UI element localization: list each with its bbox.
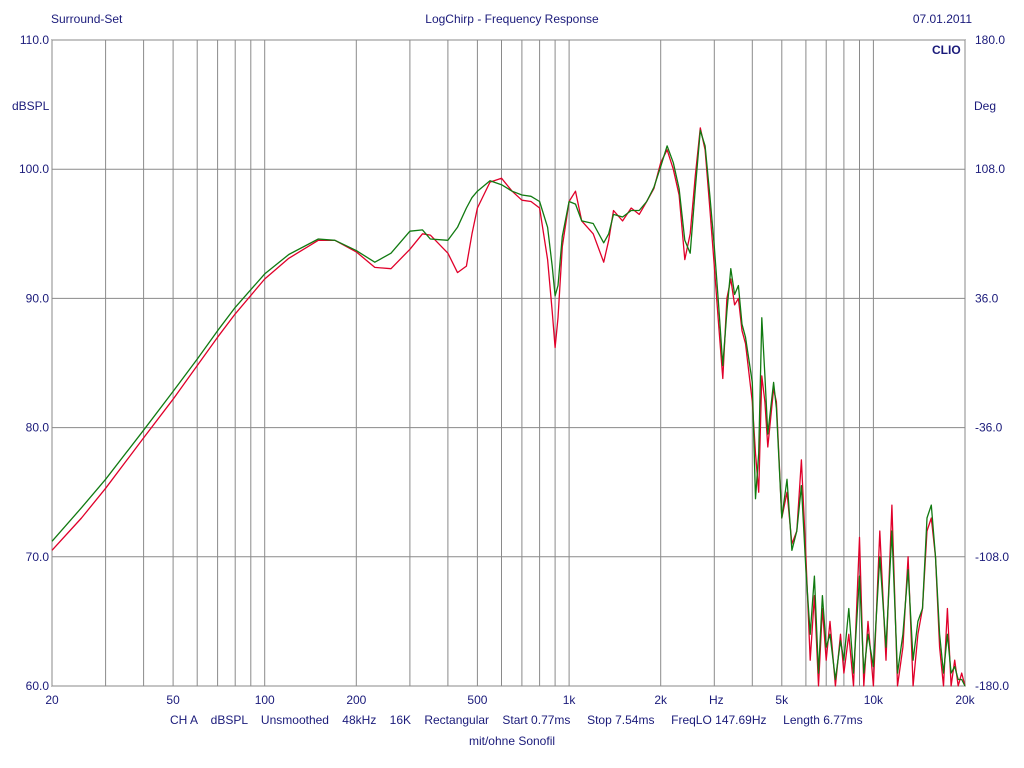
y2-tick-label: -180.0 (975, 679, 1009, 693)
y2-tick-label: 36.0 (975, 291, 999, 305)
x-tick-label: 2k (654, 693, 668, 707)
plot-area (51, 39, 966, 687)
trace-green-line (51, 129, 966, 687)
y2-tick-label: 180.0 (975, 33, 1005, 47)
y-tick-label: 90.0 (26, 291, 50, 305)
measurement-settings: CH A dBSPL Unsmoothed 48kHz 16K Rectangu… (170, 713, 863, 727)
y2-tick-label: -36.0 (975, 421, 1003, 435)
x-tick-label: 200 (346, 693, 366, 707)
y-axis-labels: 60.0 70.0 80.0 90.0 100.0 110.0 (19, 33, 49, 693)
x-tick-label: 20 (45, 693, 59, 707)
clio-brand-label: CLIO (932, 43, 961, 57)
x-tick-label: 10k (864, 693, 884, 707)
header-left-title: Surround-Set (51, 12, 123, 26)
x-tick-label: 100 (255, 693, 275, 707)
x-axis-unit-label: Hz (709, 693, 724, 707)
y2-tick-label: 108.0 (975, 162, 1005, 176)
header-date: 07.01.2011 (912, 12, 972, 26)
y-tick-label: 100.0 (19, 162, 49, 176)
grid (51, 39, 966, 687)
y-tick-label: 60.0 (26, 679, 50, 693)
chart-title: LogChirp - Frequency Response (425, 12, 599, 26)
x-tick-label: 50 (166, 693, 180, 707)
x-axis-labels: 20 50 100 200 500 1k 2k 5k 10k 20k (45, 693, 975, 707)
x-tick-label: 500 (467, 693, 487, 707)
y-tick-label: 110.0 (20, 33, 49, 47)
y2-axis-unit-label: Deg (974, 99, 996, 113)
y-axis-unit-label: dBSPL (12, 99, 50, 113)
x-tick-label: 5k (775, 693, 789, 707)
y2-tick-label: -108.0 (975, 550, 1009, 564)
trace-red-line (51, 127, 966, 687)
footer-caption: mit/ohne Sonofil (468, 734, 556, 748)
y-tick-label: 80.0 (26, 421, 50, 435)
traces (51, 127, 966, 687)
y2-axis-labels: -180.0 -108.0 -36.0 36.0 108.0 180.0 (975, 33, 1009, 693)
x-tick-label: 20k (955, 693, 975, 707)
x-tick-label: 1k (563, 693, 577, 707)
y-tick-label: 70.0 (26, 550, 50, 564)
